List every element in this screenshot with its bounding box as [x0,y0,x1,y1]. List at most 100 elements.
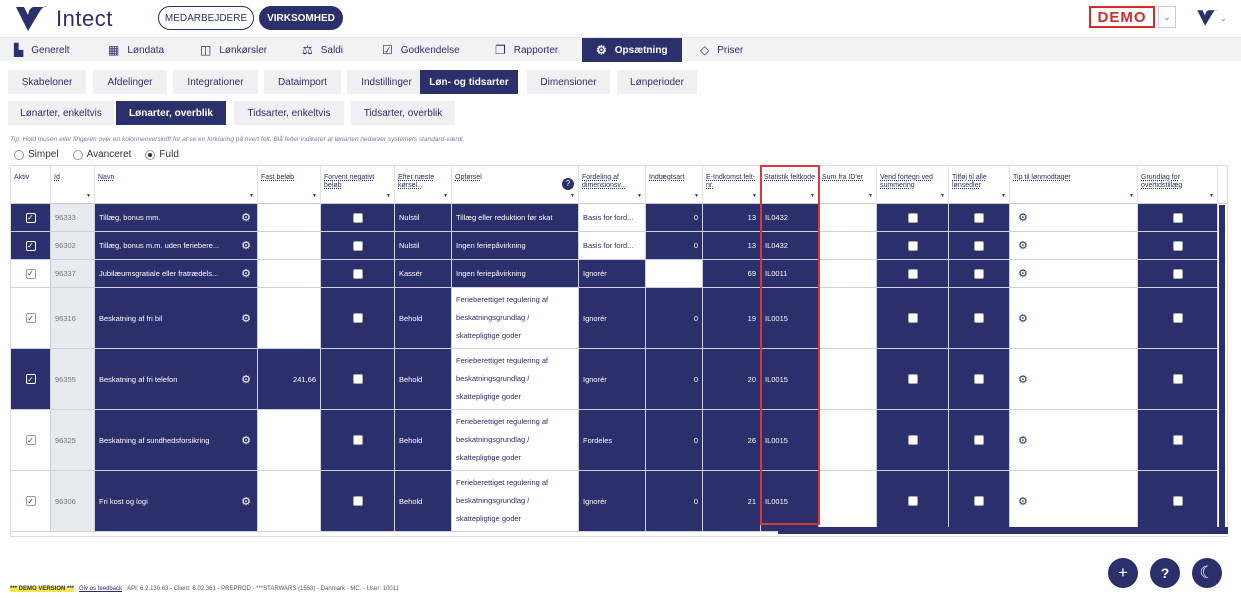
cell-sum-fra-ider[interactable] [819,232,877,260]
cell-fordeling[interactable]: Ignorér [579,260,646,288]
cell-indtaegtsart[interactable]: 0 [646,204,703,232]
col-navn[interactable]: Navn ▼ [95,166,258,204]
add-to-all-payslips-checkbox[interactable] [974,212,984,223]
add-to-all-payslips-checkbox[interactable] [974,435,984,445]
table-row[interactable]: ✓ 96325 Beskatning af sundhedsforsikring ⚙ B… [11,410,1227,471]
expect-negative-checkbox[interactable] [352,268,363,279]
filter-icon[interactable]: ▼ [637,193,642,199]
nav-saldi[interactable]: ⚖ Saldi [302,38,343,62]
cell-fordeling[interactable]: Basis for ford... [579,204,646,232]
tab-loenarter-overblik[interactable]: Lønarter, overblik [116,101,226,125]
cell-indtaegtsart[interactable]: 0 [646,349,703,410]
cell-efter-naeste[interactable]: Nulstil [395,232,452,260]
cell-tilfoej[interactable] [949,410,1010,471]
overtime-basis-checkbox[interactable] [1172,268,1183,279]
cell-tilfoej[interactable] [949,260,1010,288]
filter-icon[interactable]: ▼ [694,193,699,199]
cell-vend-fortegn[interactable] [877,260,949,288]
tab-dimensioner[interactable]: Dimensioner [527,70,610,94]
col-statistik-feltkode[interactable]: Statistik feltkode ▼ [761,166,819,204]
filter-icon[interactable]: ▼ [1001,193,1006,199]
nav-loendata[interactable]: ▦ Løndata [108,38,164,62]
filter-icon[interactable]: ▼ [868,193,873,199]
cell-grundlag[interactable] [1138,288,1218,349]
add-button[interactable]: + [1108,558,1138,588]
cell-forvent-negativt[interactable] [321,471,395,532]
cell-tilfoej[interactable] [949,232,1010,260]
cell-vend-fortegn[interactable] [877,471,949,532]
horizontal-scrollbar[interactable] [778,527,1228,534]
cell-e-indkomst[interactable]: 69 [703,260,761,288]
gear-icon[interactable]: ⚙ [241,373,251,386]
reverse-sign-checkbox[interactable] [907,496,918,506]
cell-e-indkomst[interactable]: 19 [703,288,761,349]
nav-generelt[interactable]: ▙ Generelt [14,38,70,62]
cell-vend-fortegn[interactable] [877,288,949,349]
cell-tilfoej[interactable] [949,288,1010,349]
cell-opfoersel[interactable]: Ingen feriepåvirkning [452,260,579,288]
col-indtaegtsart[interactable]: Indtægtsart ▼ [646,166,703,204]
tab-indstillinger[interactable]: Indstillinger [347,70,426,94]
filter-icon[interactable]: ▼ [570,193,575,199]
gear-icon[interactable]: ⚙ [1018,268,1028,280]
cell-navn[interactable]: Tillæg, bonus m.m. uden feriebere... ⚙ [95,232,258,260]
cell-navn[interactable]: Beskatning af sundhedsforsikring ⚙ [95,410,258,471]
cell-aktiv[interactable]: ✓ [11,288,51,349]
tab-tidsarter-enkeltvis[interactable]: Tidsarter, enkeltvis [234,101,344,125]
cell-tip[interactable]: ⚙ [1010,471,1138,532]
expect-negative-checkbox[interactable] [352,212,363,223]
col-tilfoej[interactable]: Tilføj til alle lønsedler ▼ [949,166,1010,204]
cell-e-indkomst[interactable]: 20 [703,349,761,410]
cell-aktiv[interactable]: ✓ [11,260,51,288]
table-row[interactable]: ✓ 96355 Beskatning af fri telefon ⚙ 241,66 Be… [11,349,1227,410]
cell-efter-naeste[interactable]: Behold [395,471,452,532]
gear-icon[interactable]: ⚙ [1018,312,1028,325]
radio-avanceret[interactable]: Avanceret [72,149,131,160]
overtime-basis-checkbox[interactable] [1172,435,1183,445]
table-row[interactable]: ✓ 96306 Fri kost og logi ⚙ Behold Ferieberett… [11,471,1227,532]
add-to-all-payslips-checkbox[interactable] [974,268,984,279]
cell-efter-naeste[interactable]: Kassér [395,260,452,288]
cell-vend-fortegn[interactable] [877,232,949,260]
expect-negative-checkbox[interactable] [352,240,363,251]
cell-statistik-feltkode[interactable]: IL0015 [761,410,819,471]
user-menu[interactable]: ⌄ [1196,6,1232,30]
vertical-scrollbar[interactable] [1219,205,1225,530]
add-to-all-payslips-checkbox[interactable] [974,313,984,323]
add-to-all-payslips-checkbox[interactable] [974,496,984,506]
cell-fast-beloeb[interactable] [258,410,321,471]
cell-grundlag[interactable] [1138,410,1218,471]
filter-icon[interactable]: ▼ [386,193,391,199]
reverse-sign-checkbox[interactable] [907,374,918,384]
active-checkbox[interactable]: ✓ [25,313,36,323]
active-checkbox[interactable]: ✓ [25,435,36,445]
filter-icon[interactable]: ▼ [249,193,254,199]
cell-forvent-negativt[interactable] [321,232,395,260]
nav-opsaetning[interactable]: ⚙ Opsætning [582,38,682,62]
expect-negative-checkbox[interactable] [352,313,363,323]
col-grundlag[interactable]: Grundlag for overtidstillæg ▼ [1138,166,1218,204]
cell-navn[interactable]: Beskatning af fri telefon ⚙ [95,349,258,410]
cell-grundlag[interactable] [1138,471,1218,532]
filter-icon[interactable]: ▼ [443,193,448,199]
cell-indtaegtsart[interactable]: 0 [646,410,703,471]
table-row[interactable]: ✓ 96337 Jubilæumsgratiale eller fratrædels… [11,260,1227,288]
cell-fast-beloeb[interactable] [258,288,321,349]
cell-tilfoej[interactable] [949,471,1010,532]
help-icon[interactable]: ? [562,178,574,190]
cell-tilfoej[interactable] [949,349,1010,410]
active-checkbox[interactable]: ✓ [25,374,36,384]
cell-indtaegtsart[interactable]: 0 [646,471,703,532]
cell-efter-naeste[interactable]: Behold [395,410,452,471]
tab-loenarter-enkeltvis[interactable]: Lønarter, enkeltvis [8,101,114,125]
nav-loenkoersler[interactable]: ◫ Lønkørsler [200,38,267,62]
col-efter-naeste[interactable]: Efter næste kørsel... ▼ [395,166,452,204]
cell-tip[interactable]: ⚙ [1010,288,1138,349]
gear-icon[interactable]: ⚙ [241,268,251,280]
nav-priser[interactable]: ◇ Priser [700,38,743,62]
filter-icon[interactable]: ▼ [1129,193,1134,199]
active-checkbox[interactable]: ✓ [25,212,36,223]
gear-icon[interactable]: ⚙ [241,240,251,252]
cell-tilfoej[interactable] [949,204,1010,232]
radio-fuld[interactable]: Fuld [145,149,179,160]
